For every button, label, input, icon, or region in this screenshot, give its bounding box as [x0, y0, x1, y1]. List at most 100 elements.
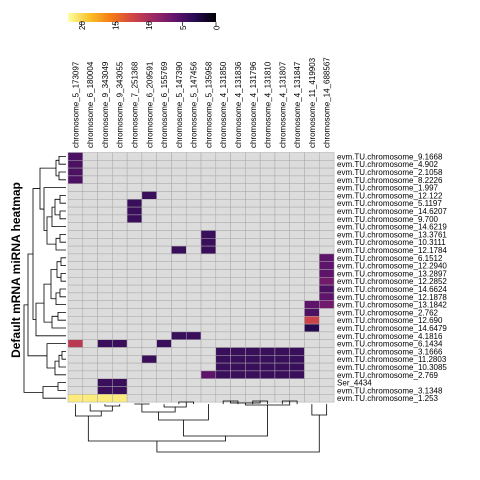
heatmap-cell-empty: [319, 316, 335, 325]
heatmap-cell-empty: [171, 261, 187, 270]
heatmap-cell: [245, 370, 261, 379]
heatmap-cell-empty: [289, 160, 305, 169]
row-label: evm.TU.chromosome_3.1348: [337, 386, 443, 395]
heatmap-cell-empty: [259, 261, 276, 270]
heatmap-cell-empty: [215, 331, 231, 340]
heatmap-cell-empty: [185, 300, 202, 309]
row-dendrogram-branch: [51, 315, 66, 329]
heatmap-cell-empty: [304, 394, 320, 403]
heatmap-cell-empty: [156, 238, 172, 247]
heatmap-cell-empty: [171, 362, 187, 372]
heatmap-cell-empty: [112, 331, 128, 340]
heatmap-cell: [97, 378, 113, 387]
heatmap-cell-empty: [126, 323, 143, 333]
heatmap-cell-empty: [171, 284, 187, 294]
heatmap-cell-empty: [200, 331, 217, 340]
heatmap-cell-empty: [319, 339, 335, 348]
heatmap-cell-empty: [67, 253, 84, 262]
heatmap-cell-empty: [274, 284, 290, 294]
heatmap-cell-empty: [126, 370, 143, 379]
heatmap-cell: [245, 362, 261, 372]
heatmap-cell-empty: [200, 253, 217, 262]
heatmap-cell-empty: [97, 331, 113, 340]
heatmap-cell-empty: [289, 191, 305, 200]
heatmap-cell-empty: [141, 222, 157, 231]
heatmap-cell-empty: [245, 253, 261, 262]
heatmap-cell-empty: [156, 199, 172, 208]
row-dendrogram-branch: [55, 292, 66, 305]
heatmap-cell-empty: [82, 206, 98, 216]
column-label: chromosome_4_131807: [278, 61, 287, 148]
heatmap-cell-empty: [185, 370, 202, 379]
heatmap-cell-empty: [230, 284, 246, 294]
heatmap-cell-empty: [185, 277, 202, 286]
heatmap-cell: [67, 152, 84, 161]
heatmap-cell-empty: [289, 269, 305, 278]
heatmap-cell-empty: [259, 269, 276, 278]
heatmap-cell: [289, 362, 305, 372]
heatmap-cell: [319, 300, 335, 309]
heatmap-cell-empty: [185, 230, 202, 239]
heatmap-cell-empty: [126, 261, 143, 270]
column-labels: chromosome_5_173097 chromosome_6_180004 ch…: [71, 57, 331, 148]
heatmap-cell-empty: [126, 386, 143, 395]
heatmap-cell-empty: [319, 175, 335, 184]
heatmap-cell-empty: [97, 230, 113, 239]
heatmap-cell-empty: [289, 167, 305, 177]
heatmap-cell-empty: [230, 160, 246, 169]
heatmap-cell-empty: [141, 316, 157, 325]
row-label: evm.TU.chromosome_8.2226: [337, 176, 443, 185]
heatmap-cell-empty: [215, 214, 231, 223]
heatmap-cell-empty: [82, 160, 98, 169]
heatmap-cell-empty: [289, 183, 305, 192]
heatmap-cell-empty: [185, 245, 202, 255]
heatmap-cell: [304, 316, 320, 325]
heatmap-cell-empty: [156, 175, 172, 184]
row-dendrogram-branch: [46, 343, 66, 369]
heatmap-cell: [319, 261, 335, 270]
row-dendrogram-branch: [61, 351, 66, 360]
heatmap-cell-empty: [97, 277, 113, 286]
heatmap-cell-empty: [274, 300, 290, 309]
heatmap-cell-empty: [156, 331, 172, 340]
heatmap-cell-empty: [141, 269, 157, 278]
heatmap-cell-empty: [215, 339, 231, 348]
heatmap-cell: [319, 284, 335, 294]
heatmap-cell-empty: [171, 160, 187, 169]
heatmap-cell-empty: [245, 386, 261, 395]
heatmap-cell-empty: [171, 378, 187, 387]
heatmap-cell: [200, 370, 217, 379]
heatmap-cell-empty: [215, 222, 231, 231]
heatmap-cell-empty: [274, 269, 290, 278]
row-dendrogram-branch: [42, 386, 66, 399]
column-label: chromosome_4_131796: [249, 61, 258, 148]
heatmap-cell-empty: [259, 230, 276, 239]
heatmap-cell-empty: [112, 308, 128, 317]
heatmap-cell-empty: [82, 300, 98, 309]
heatmap-cell-empty: [126, 347, 143, 356]
heatmap-cell-empty: [289, 378, 305, 387]
heatmap-cell-empty: [126, 355, 143, 364]
row-label: evm.TU.chromosome_14.6479: [337, 324, 447, 333]
row-label: evm.TU.chromosome_12.2940: [337, 262, 447, 271]
heatmap-cell-empty: [67, 355, 84, 364]
row-label: evm.TU.chromosome_2.762: [337, 308, 438, 317]
heatmap-cell-empty: [97, 316, 113, 325]
heatmap-cell-empty: [156, 253, 172, 262]
heatmap-cell-empty: [230, 175, 246, 184]
heatmap-cell-empty: [319, 323, 335, 333]
heatmap-cell-empty: [215, 191, 231, 200]
heatmap-cell-empty: [82, 362, 98, 372]
heatmap-cell-empty: [230, 152, 246, 161]
heatmap-cell-empty: [200, 175, 217, 184]
colorbar-tick-label: 5: [179, 25, 188, 30]
heatmap-cell-empty: [200, 323, 217, 333]
heatmap-cell-empty: [185, 269, 202, 278]
heatmap-cell-empty: [171, 206, 187, 216]
heatmap-cell-empty: [304, 370, 320, 379]
heatmap-cell-empty: [141, 183, 157, 192]
row-dendrogram-branch: [59, 288, 66, 298]
row-dendrogram-branch: [58, 171, 66, 181]
heatmap-cell-empty: [274, 230, 290, 239]
heatmap-cell-empty: [156, 191, 172, 200]
